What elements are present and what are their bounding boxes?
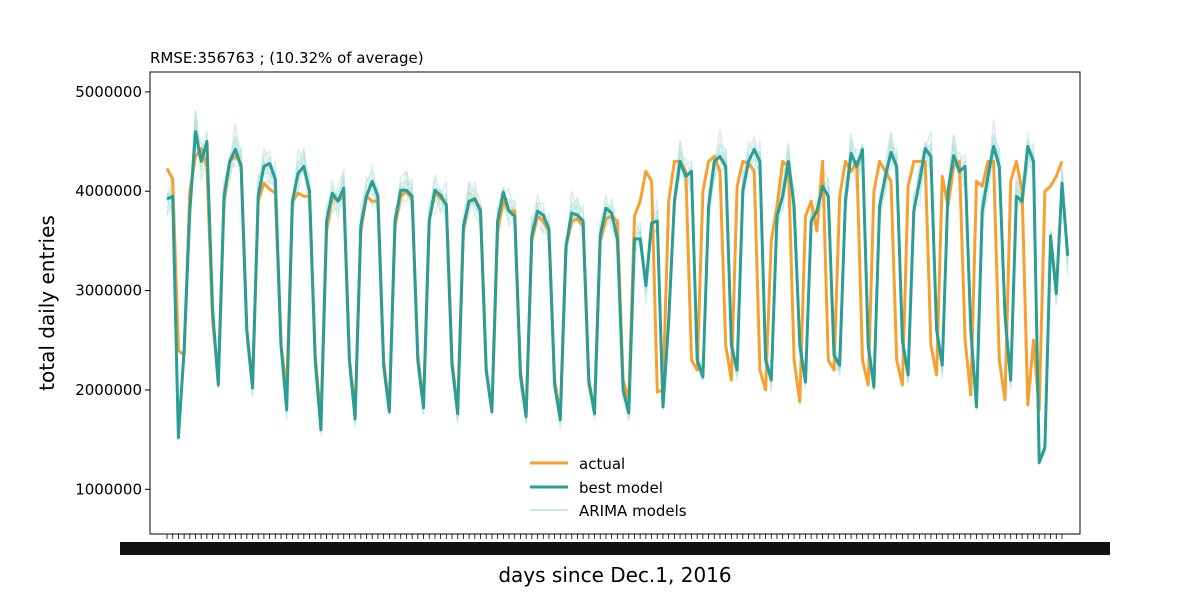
plot-frame [149, 71, 1081, 535]
x-axis-ticks [120, 534, 1110, 555]
y-axis-ticks: 1000000 2000000 3000000 4000000 5000000 [75, 83, 150, 498]
series-line-best-model [166, 130, 1070, 464]
y-tick-label: 2000000 [75, 381, 142, 399]
y-axis-label: total daily entries [35, 215, 59, 391]
legend-label-arima-models: ARIMA models [579, 502, 687, 520]
series-line-actual [165, 147, 1064, 422]
chart-title: RMSE:356763 ; (10.32% of average) [150, 49, 424, 67]
legend-label-best-model: best model [579, 479, 663, 497]
series-lines [165, 130, 1070, 464]
legend-label-actual: actual [579, 455, 625, 473]
y-tick-label: 3000000 [75, 282, 142, 300]
y-tick-label: 5000000 [75, 83, 142, 101]
y-tick-label: 1000000 [75, 480, 142, 498]
y-tick-label: 4000000 [75, 182, 142, 200]
x-tick-labels-overlap [120, 542, 1110, 555]
x-axis-label: days since Dec.1, 2016 [498, 563, 731, 587]
legend: actual best model ARIMA models [530, 455, 687, 520]
